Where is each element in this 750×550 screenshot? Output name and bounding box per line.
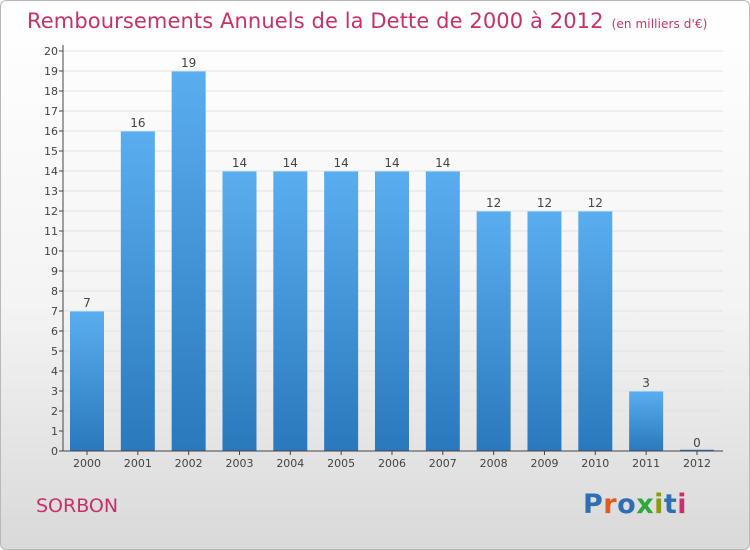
labels: 0123456789101112131415161718192072000162… — [44, 45, 711, 470]
commune-name: SORBON — [36, 495, 119, 517]
x-tick-label: 2010 — [581, 457, 609, 470]
y-tick-label: 12 — [44, 205, 58, 218]
brand-letter: x — [636, 489, 655, 520]
y-tick-label: 8 — [51, 285, 58, 298]
y-tick-label: 17 — [44, 105, 58, 118]
bar-2003 — [222, 171, 257, 451]
data-label: 14 — [232, 156, 247, 170]
x-tick-label: 2012 — [683, 457, 711, 470]
data-label: 14 — [283, 156, 298, 170]
brand-logo: Proxiti — [583, 489, 687, 520]
data-label: 16 — [130, 116, 145, 130]
brand-letter: r — [603, 489, 618, 520]
y-tick-label: 3 — [51, 385, 58, 398]
chart-title-text: Remboursements Annuels de la Dette de 20… — [27, 9, 604, 33]
bar-2010 — [578, 211, 613, 451]
bar-2007 — [425, 171, 460, 451]
data-label: 14 — [435, 156, 450, 170]
data-label: 12 — [486, 196, 501, 210]
data-label: 14 — [334, 156, 349, 170]
bar-2008 — [476, 211, 511, 451]
bar-2004 — [273, 171, 308, 451]
brand-letter: P — [583, 489, 604, 520]
data-label: 12 — [537, 196, 552, 210]
x-tick-label: 2001 — [124, 457, 152, 470]
bar-2009 — [527, 211, 562, 451]
data-label: 7 — [83, 296, 91, 310]
y-tick-label: 1 — [51, 425, 58, 438]
x-tick-label: 2007 — [429, 457, 457, 470]
brand-letter: t — [663, 489, 678, 520]
x-tick-label: 2006 — [378, 457, 406, 470]
data-label: 0 — [693, 436, 701, 450]
y-tick-label: 14 — [44, 165, 58, 178]
y-tick-label: 9 — [51, 265, 58, 278]
bar-2001 — [120, 131, 155, 451]
x-tick-label: 2011 — [632, 457, 660, 470]
axes — [59, 45, 723, 455]
x-tick-label: 2009 — [530, 457, 558, 470]
y-tick-label: 0 — [51, 445, 58, 458]
y-tick-label: 13 — [44, 185, 58, 198]
bar-2000 — [70, 311, 104, 451]
data-label: 12 — [588, 196, 603, 210]
x-tick-label: 2005 — [327, 457, 355, 470]
bar-2006 — [374, 171, 409, 451]
y-tick-label: 18 — [44, 85, 58, 98]
y-tick-label: 16 — [44, 125, 58, 138]
bar-2011 — [629, 391, 664, 451]
chart-title: Remboursements Annuels de la Dette de 20… — [27, 9, 707, 33]
x-tick-label: 2004 — [276, 457, 304, 470]
y-tick-label: 2 — [51, 405, 58, 418]
x-tick-label: 2003 — [225, 457, 253, 470]
y-tick-label: 15 — [44, 145, 58, 158]
brand-letter: i — [677, 489, 688, 520]
bar-2002 — [171, 71, 206, 451]
x-tick-label: 2008 — [480, 457, 508, 470]
x-tick-label: 2002 — [175, 457, 203, 470]
y-tick-label: 11 — [44, 225, 58, 238]
brand-letter: i — [654, 489, 664, 520]
y-tick-label: 4 — [51, 365, 58, 378]
x-tick-label: 2000 — [73, 457, 101, 470]
y-tick-label: 5 — [51, 345, 58, 358]
bar-2005 — [324, 171, 359, 451]
chart-unit: (en milliers d'€) — [611, 17, 708, 31]
data-label: 14 — [384, 156, 399, 170]
y-tick-label: 6 — [51, 325, 58, 338]
bars — [70, 71, 714, 452]
y-tick-label: 7 — [51, 305, 58, 318]
brand-letter: o — [617, 489, 637, 520]
data-label: 19 — [181, 56, 196, 70]
y-tick-label: 10 — [44, 245, 58, 258]
y-tick-label: 20 — [44, 45, 58, 58]
y-tick-label: 19 — [44, 65, 58, 78]
data-label: 3 — [642, 376, 650, 390]
